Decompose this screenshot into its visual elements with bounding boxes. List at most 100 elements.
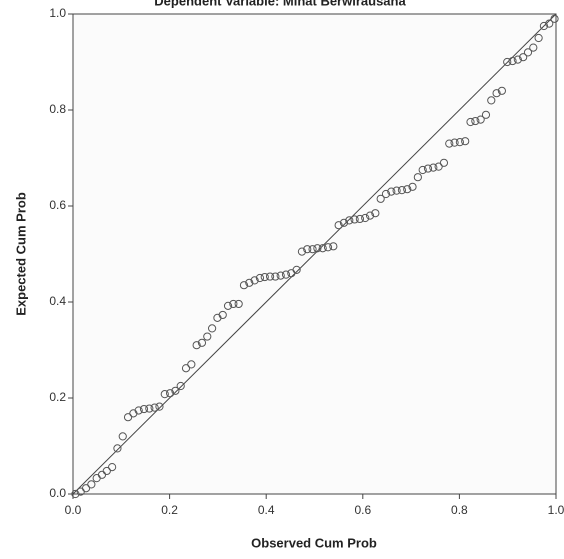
point: [113, 444, 122, 453]
point: [445, 139, 454, 148]
y-axis-label: Expected Cum Prob: [13, 192, 28, 316]
point: [118, 432, 127, 441]
point: [108, 463, 117, 472]
x-tick-label: 0.6: [354, 503, 371, 517]
point: [187, 360, 196, 369]
point: [355, 214, 365, 224]
point: [150, 403, 159, 412]
point: [297, 247, 307, 256]
point: [245, 278, 254, 287]
point: [529, 43, 538, 52]
point: [181, 364, 191, 373]
point: [265, 272, 275, 281]
point: [392, 186, 401, 195]
point: [223, 301, 233, 310]
point: [308, 245, 317, 254]
point: [176, 381, 185, 391]
point: [471, 116, 480, 126]
point: [303, 245, 312, 254]
point: [145, 404, 154, 413]
point: [281, 270, 291, 279]
point: [476, 115, 485, 124]
point: [508, 56, 517, 66]
point: [492, 89, 501, 98]
point: [71, 489, 80, 499]
point: [376, 194, 385, 203]
point: [239, 281, 249, 290]
point: [329, 242, 338, 251]
y-tick-label: 0.0: [49, 486, 66, 500]
point: [361, 213, 370, 223]
point: [318, 244, 327, 253]
point: [387, 187, 396, 196]
chart-subtitle: Dependent Variable: Minat Berwirausaha: [154, 0, 406, 8]
point: [276, 271, 285, 280]
point: [503, 57, 512, 67]
point: [292, 265, 301, 274]
point: [250, 276, 259, 285]
point: [418, 165, 427, 175]
point: [481, 110, 491, 119]
x-tick-label: 0.0: [65, 503, 82, 517]
point: [313, 244, 322, 253]
point: [487, 96, 496, 105]
point: [208, 324, 217, 333]
point: [381, 189, 391, 199]
reference-line: [72, 13, 557, 495]
point: [513, 55, 522, 64]
point: [171, 386, 180, 395]
point: [165, 389, 175, 398]
point: [334, 221, 343, 230]
point: [534, 33, 543, 43]
y-tick-label: 0.2: [49, 390, 66, 404]
point: [323, 243, 333, 252]
point: [497, 86, 507, 95]
point: [408, 182, 417, 191]
point: [271, 272, 280, 281]
point: [234, 299, 243, 309]
point: [123, 413, 133, 422]
point: [423, 164, 433, 173]
point: [260, 272, 269, 282]
point: [339, 218, 349, 227]
x-tick-label: 0.4: [258, 503, 275, 517]
point: [139, 404, 149, 414]
y-tick-label: 1.0: [49, 6, 66, 20]
point: [403, 185, 412, 194]
point: [461, 137, 470, 146]
point: [192, 341, 201, 350]
point: [345, 216, 354, 225]
point: [429, 163, 438, 172]
point: [413, 173, 422, 182]
point: [203, 332, 212, 341]
point: [81, 484, 91, 493]
x-tick-label: 0.2: [161, 503, 178, 517]
point: [87, 480, 96, 489]
point: [371, 209, 380, 218]
point: [450, 138, 459, 147]
point: [545, 19, 554, 28]
point: [539, 21, 549, 31]
y-tick-label: 0.4: [49, 294, 66, 308]
point: [466, 117, 475, 127]
point: [350, 215, 359, 224]
point: [160, 390, 169, 399]
point: [523, 48, 533, 57]
x-tick-label: 0.8: [451, 503, 468, 517]
point: [455, 138, 464, 147]
point: [197, 338, 207, 347]
y-tick-label: 0.8: [49, 102, 66, 116]
point: [229, 299, 238, 309]
point: [397, 186, 407, 195]
point: [439, 158, 449, 167]
point: [550, 14, 559, 23]
point: [255, 273, 265, 283]
point: [434, 162, 443, 171]
point: [134, 406, 143, 415]
x-tick-label: 1.0: [548, 503, 564, 517]
x-axis-label: Observed Cum Prob: [251, 535, 377, 550]
y-tick-label: 0.6: [49, 198, 66, 212]
point: [365, 211, 375, 220]
point: [102, 466, 111, 476]
